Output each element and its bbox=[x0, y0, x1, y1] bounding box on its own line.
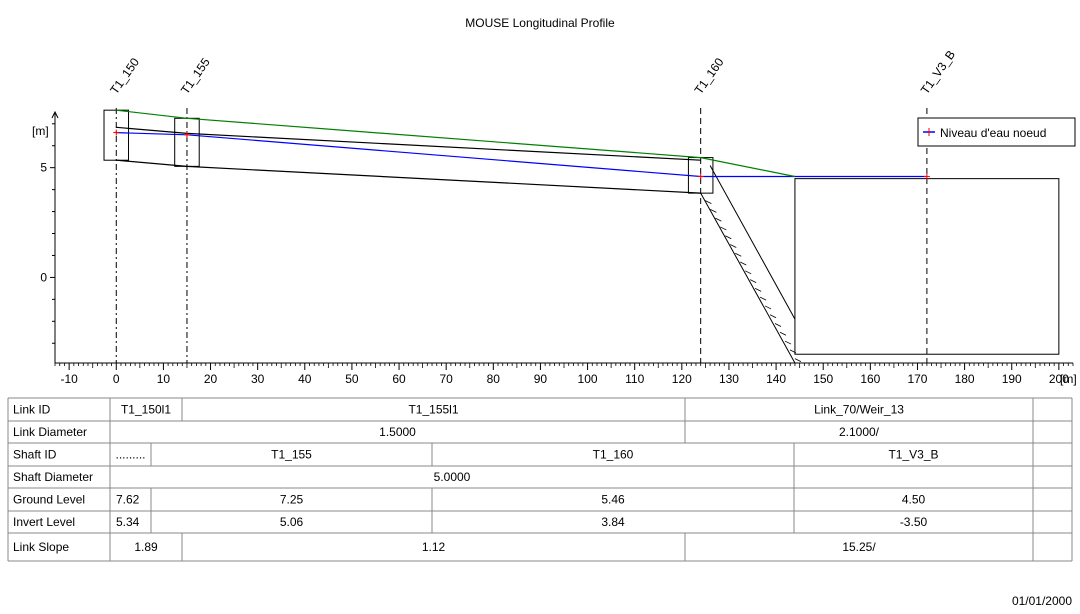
ground-hatch bbox=[764, 305, 772, 310]
table-cell: 2.1000/ bbox=[839, 425, 880, 439]
node-label: T1_160 bbox=[692, 55, 727, 97]
x-tick-label: -10 bbox=[60, 372, 78, 386]
ground-hatch bbox=[774, 323, 782, 327]
x-tick-label: 20 bbox=[204, 372, 218, 386]
table-row-label: Invert Level bbox=[13, 515, 75, 529]
ground-hatch bbox=[730, 244, 737, 248]
axes: [m] [m] 0 5 -10 0 10 20 30 40 50 60 70 80 90 100 110 120 1… bbox=[32, 110, 1077, 386]
x-tick-label: 80 bbox=[487, 372, 501, 386]
x-tick-label: 0 bbox=[113, 372, 120, 386]
x-tick-label: 160 bbox=[860, 372, 880, 386]
x-tick-label: 100 bbox=[578, 372, 598, 386]
y-tick-label: 0 bbox=[40, 270, 47, 284]
series-line-3 bbox=[116, 159, 701, 194]
table-cell: 1.5000 bbox=[379, 425, 416, 439]
table-row-label: Link ID bbox=[13, 403, 51, 417]
ground-hatch bbox=[745, 270, 752, 275]
x-tick-label: 110 bbox=[625, 372, 644, 386]
table-row-label: Shaft ID bbox=[13, 448, 57, 462]
x-tick-label: 190 bbox=[1002, 372, 1022, 386]
ground-hatch bbox=[769, 314, 777, 319]
x-tick-label: 90 bbox=[534, 372, 548, 386]
ground-hatch bbox=[720, 226, 727, 231]
x-tick-label: 60 bbox=[392, 372, 406, 386]
ground-hatch bbox=[735, 252, 742, 257]
x-tick-label: 150 bbox=[813, 372, 833, 386]
footer-date: 01/01/2000 bbox=[1011, 594, 1072, 608]
weir-slope-upper bbox=[709, 165, 796, 320]
x-tick-label: 70 bbox=[439, 372, 453, 386]
table-cell: 3.84 bbox=[601, 515, 625, 529]
y-tick-label: 5 bbox=[40, 161, 47, 175]
ground-hatch bbox=[725, 235, 732, 240]
node-label: T1_150 bbox=[107, 55, 142, 97]
node-label: T1_155 bbox=[178, 55, 213, 97]
ground-hatch bbox=[749, 279, 757, 283]
node-markers: T1_150 T1_155 T1_160 T1_V3_B bbox=[107, 48, 958, 363]
table-cell: T1_160 bbox=[593, 448, 634, 462]
table-cell: 1.12 bbox=[422, 540, 446, 554]
ground-hatch bbox=[705, 200, 712, 204]
y-axis-label: [m] bbox=[32, 124, 49, 138]
table-row-label: Link Diameter bbox=[13, 425, 87, 439]
ground-hatch bbox=[779, 331, 787, 336]
table-cell: T1_V3_B bbox=[888, 448, 938, 462]
table-cell: ......... bbox=[115, 448, 145, 462]
chart-title: MOUSE Longitudinal Profile bbox=[465, 16, 615, 30]
series-line-1 bbox=[116, 109, 796, 178]
table-cell: T1_150l1 bbox=[121, 403, 171, 417]
series-line-2 bbox=[116, 126, 701, 161]
ground-hatch bbox=[759, 296, 767, 301]
table-cell: 5.06 bbox=[280, 515, 304, 529]
x-tick-label: 10 bbox=[157, 372, 171, 386]
x-tick-label: 40 bbox=[298, 372, 312, 386]
table-cell: 4.50 bbox=[902, 493, 926, 507]
legend: Niveau d'eau noeud bbox=[917, 117, 1076, 147]
basin-box bbox=[794, 178, 1060, 355]
x-tick-label: 50 bbox=[345, 372, 359, 386]
table-cell: Link_70/Weir_13 bbox=[814, 403, 904, 417]
table-cell: 7.62 bbox=[116, 493, 140, 507]
table-row-label: Ground Level bbox=[13, 493, 85, 507]
x-tick-label: 140 bbox=[766, 372, 786, 386]
table-cell: 5.46 bbox=[601, 493, 625, 507]
ground-hatch bbox=[740, 261, 747, 266]
static-layer bbox=[103, 109, 1060, 364]
ground-hatch bbox=[754, 288, 762, 292]
x-tick-label: 180 bbox=[955, 372, 975, 386]
node-label: T1_V3_B bbox=[918, 48, 958, 97]
table-cell: -3.50 bbox=[900, 515, 928, 529]
x-tick-label: 120 bbox=[672, 372, 692, 386]
legend-entry: Niveau d'eau noeud bbox=[940, 126, 1046, 140]
ground-hatch bbox=[715, 217, 722, 222]
ground-hatch bbox=[784, 340, 792, 345]
legend-box bbox=[917, 117, 1076, 147]
table-row-label: Link Slope bbox=[13, 540, 69, 554]
weir-slope-lower bbox=[700, 192, 796, 364]
ground-hatch bbox=[789, 349, 797, 354]
x-tick-label: 130 bbox=[719, 372, 739, 386]
table-cell: 5.34 bbox=[116, 515, 140, 529]
ground-hatch bbox=[710, 209, 717, 213]
table-cell: 7.25 bbox=[280, 493, 304, 507]
series-line-0 bbox=[116, 132, 927, 178]
ground-hatch bbox=[794, 358, 802, 362]
table-cell: T1_155l1 bbox=[408, 403, 458, 417]
table-cell: 15.25/ bbox=[842, 540, 876, 554]
table-cell: 5.0000 bbox=[434, 470, 471, 484]
x-tick-label: 30 bbox=[251, 372, 265, 386]
x-axis-label: [m] bbox=[1060, 372, 1077, 386]
data-table: Link ID T1_150l1 T1_155l1 Link_70/Weir_13 Li… bbox=[7, 397, 1073, 562]
y-axis-arrow bbox=[51, 110, 59, 119]
series-lines bbox=[113, 109, 930, 194]
table-cell: 1.89 bbox=[134, 540, 158, 554]
table-cell: T1_155 bbox=[271, 448, 312, 462]
table-row-label: Shaft Diameter bbox=[13, 470, 93, 484]
x-tick-label: 200 bbox=[1049, 372, 1069, 386]
x-tick-label: 170 bbox=[907, 372, 927, 386]
